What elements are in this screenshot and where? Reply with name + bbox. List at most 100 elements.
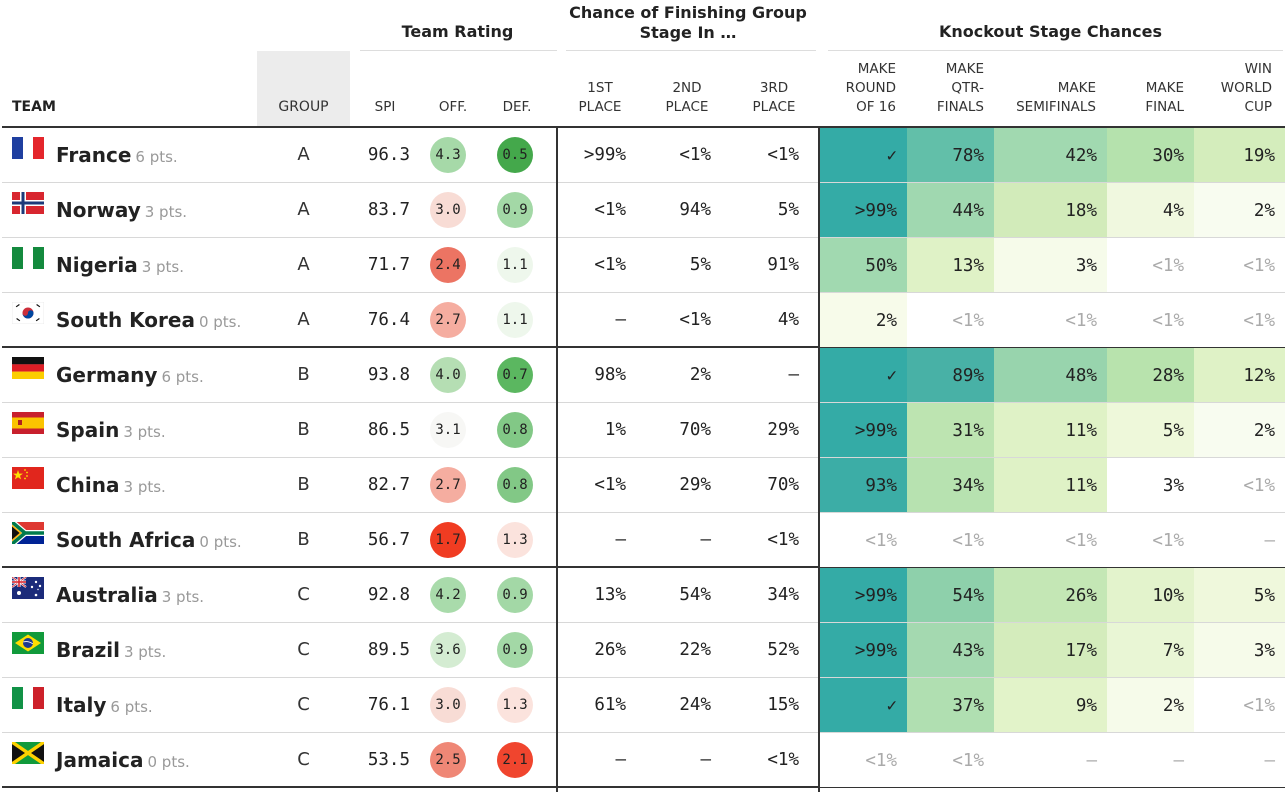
spi-cell: 93.8: [367, 365, 410, 385]
off-rating-badge: 2.5: [430, 742, 466, 778]
table-row[interactable]: Jamaica 0 pts. C 53.5 2.5 2.1 – – <1% <1%…: [2, 733, 1285, 788]
table-row[interactable]: France 6 pts. A 96.3 4.3 0.5 >99% <1% <1%…: [2, 128, 1285, 183]
final-cell: –: [1107, 733, 1194, 787]
semifinals-cell: <1%: [994, 293, 1107, 347]
col-header-round-of-16[interactable]: MAKE ROUND OF 16: [822, 60, 896, 117]
col-header-quarterfinals[interactable]: MAKE QTR- FINALS: [909, 60, 984, 117]
second-place-cell: 24%: [679, 695, 711, 715]
third-place-cell: 91%: [767, 255, 799, 275]
team-name[interactable]: Spain 3 pts.: [56, 418, 166, 444]
table-row[interactable]: China 3 pts. B 82.7 2.7 0.8 <1% 29% 70% 9…: [2, 458, 1285, 513]
col-header-team[interactable]: TEAM: [12, 99, 56, 115]
semifinals-cell: 11%: [994, 458, 1107, 512]
col-header-2nd-place-line1: 2ND: [672, 80, 702, 96]
def-rating-badge: 2.1: [497, 742, 533, 778]
team-name[interactable]: Nigeria 3 pts.: [56, 253, 184, 279]
team-name[interactable]: Australia 3 pts.: [56, 583, 204, 609]
team-points: 3 pts.: [123, 643, 167, 661]
table-row[interactable]: South Korea 0 pts. A 76.4 2.7 1.1 – <1% 4…: [2, 293, 1285, 348]
table-row[interactable]: Nigeria 3 pts. A 71.7 2.4 1.1 <1% 5% 91% …: [2, 238, 1285, 293]
table-row[interactable]: Germany 6 pts. B 93.8 4.0 0.7 98% 2% – ✓ …: [2, 348, 1285, 403]
col-header-1st-place[interactable]: 1ST PLACE: [570, 79, 630, 117]
col-header-3rd-place[interactable]: 3RD PLACE: [744, 79, 804, 117]
win-world-cup-cell: <1%: [1194, 238, 1285, 292]
col-header-final-line2: FINAL: [1145, 99, 1184, 115]
round-of-16-cell: >99%: [820, 403, 907, 457]
second-place-cell: <1%: [679, 310, 711, 330]
round-of-16-cell: 2%: [820, 293, 907, 347]
team-name[interactable]: Italy 6 pts.: [56, 693, 153, 719]
group-cell: A: [297, 144, 310, 165]
col-header-spi[interactable]: SPI: [374, 99, 396, 115]
team-name[interactable]: South Korea 0 pts.: [56, 308, 241, 334]
quarterfinals-cell: 44%: [907, 183, 994, 237]
team-points: 6 pts.: [135, 148, 178, 166]
third-place-cell: –: [788, 365, 799, 385]
third-place-cell: 5%: [777, 200, 799, 220]
team-rating-header: Team Rating: [401, 22, 514, 41]
final-cell: 2%: [1107, 678, 1194, 732]
team-name[interactable]: Jamaica 0 pts.: [56, 748, 190, 774]
round-of-16-cell: >99%: [820, 568, 907, 622]
table-row[interactable]: South Africa 0 pts. B 56.7 1.7 1.3 – – <1…: [2, 513, 1285, 568]
second-place-cell: 5%: [689, 255, 711, 275]
team-name[interactable]: France 6 pts.: [56, 143, 178, 169]
semifinals-cell: –: [994, 733, 1107, 787]
team-name[interactable]: Norway 3 pts.: [56, 198, 187, 224]
quarterfinals-cell: 37%: [907, 678, 994, 732]
col-header-r16-line3: OF 16: [856, 99, 896, 115]
table-row[interactable]: Spain 3 pts. B 86.5 3.1 0.8 1% 70% 29% >9…: [2, 403, 1285, 458]
semifinals-cell: 3%: [994, 238, 1107, 292]
australia-flag: [11, 576, 44, 599]
def-rating-badge: 0.9: [497, 577, 533, 613]
semifinals-cell: 26%: [994, 568, 1107, 622]
team-name[interactable]: South Africa 0 pts.: [56, 528, 242, 554]
col-header-qf-line1: MAKE: [945, 61, 984, 77]
win-world-cup-cell: –: [1194, 513, 1285, 567]
table-row[interactable]: Norway 3 pts. A 83.7 3.0 0.9 <1% 94% 5% >…: [2, 183, 1285, 238]
col-header-final[interactable]: MAKE FINAL: [1110, 79, 1184, 117]
norway-flag: [12, 192, 44, 214]
southkorea-flag: [11, 301, 45, 325]
italy-flag: [12, 687, 44, 709]
team-name[interactable]: Germany 6 pts.: [56, 363, 204, 389]
table-row[interactable]: Australia 3 pts. C 92.8 4.2 0.9 13% 54% 3…: [2, 568, 1285, 623]
col-header-group[interactable]: GROUP: [278, 99, 329, 115]
chance-header-rule: [566, 50, 816, 51]
team-points: 3 pts.: [161, 588, 205, 606]
group-cell: C: [297, 749, 310, 770]
col-header-off[interactable]: OFF.: [438, 99, 468, 115]
semifinals-cell: 42%: [994, 128, 1107, 182]
first-place-cell: 1%: [604, 420, 626, 440]
spi-cell: 86.5: [367, 420, 410, 440]
team-name[interactable]: Brazil 3 pts.: [56, 638, 166, 664]
table-row[interactable]: Brazil 3 pts. C 89.5 3.6 0.9 26% 22% 52% …: [2, 623, 1285, 678]
spi-cell: 53.5: [367, 750, 410, 770]
table-row[interactable]: Italy 6 pts. C 76.1 3.0 1.3 61% 24% 15% ✓…: [2, 678, 1285, 733]
col-header-semifinals[interactable]: MAKE SEMIFINALS: [996, 79, 1096, 117]
third-place-cell: 34%: [767, 585, 799, 605]
col-header-qf-line2: QTR-: [951, 80, 984, 96]
chance-finishing-header-line1: Chance of Finishing Group: [569, 3, 807, 22]
col-header-qf-line3: FINALS: [936, 99, 984, 115]
col-header-r16-line2: ROUND: [845, 80, 896, 96]
knockout-header-rule: [828, 50, 1283, 51]
first-place-cell: –: [615, 530, 626, 550]
col-header-def[interactable]: DEF.: [502, 99, 532, 115]
col-header-3rd-place-line1: 3RD: [759, 80, 789, 96]
spi-cell: 89.5: [367, 640, 410, 660]
off-rating-badge: 2.4: [430, 247, 466, 283]
col-header-sf-line2: SEMIFINALS: [1016, 99, 1096, 115]
spi-cell: 71.7: [367, 255, 410, 275]
semifinals-cell: 48%: [994, 348, 1107, 402]
second-place-cell: 29%: [679, 475, 711, 495]
round-of-16-cell: 50%: [820, 238, 907, 292]
col-header-win-world-cup[interactable]: WIN WORLD CUP: [1196, 60, 1272, 117]
round-of-16-cell: >99%: [820, 623, 907, 677]
first-place-cell: –: [615, 310, 626, 330]
team-name[interactable]: China 3 pts.: [56, 473, 166, 499]
second-place-cell: <1%: [679, 145, 711, 165]
team-name-text: South Africa: [56, 528, 196, 552]
quarterfinals-cell: 54%: [907, 568, 994, 622]
col-header-2nd-place[interactable]: 2ND PLACE: [657, 79, 717, 117]
